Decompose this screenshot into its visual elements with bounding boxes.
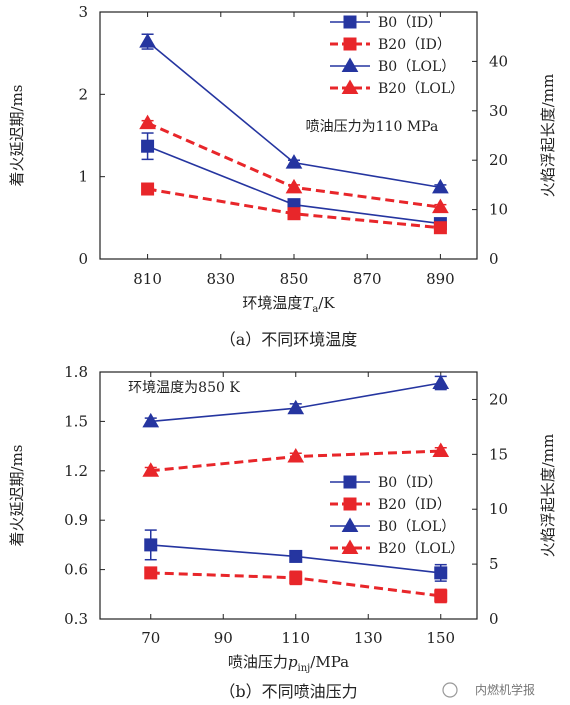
panel-caption: （b）不同喷油压力 [219,682,357,701]
legend-label: B20（ID） [378,497,451,513]
legend-label: B0（LOL） [378,519,455,535]
y2-tick-label: 30 [489,102,508,120]
legend-label: B20（LOL） [378,81,464,97]
y2-tick-label: 0 [489,250,499,268]
series-4 [139,114,449,214]
data-point [432,374,450,389]
y-axis-label: 着火延迟期/ms [8,445,26,547]
y-tick-label: 1.5 [64,412,88,430]
y2-tick-label: 15 [489,445,508,463]
y-tick-label: 1.8 [64,363,88,381]
data-point [142,412,160,428]
y-tick-label: 0.3 [64,610,88,628]
x-tick-label: 110 [281,629,310,647]
x-tick-label: 90 [214,629,233,647]
legend-marker [343,15,357,29]
series-3 [142,374,450,428]
data-point [432,178,449,194]
x-axis-label: 喷油压力pinj/MPa [228,653,349,674]
legend-label: B0（LOL） [378,59,455,75]
y2-axis-label: 火焰浮起长度/mm [539,74,557,198]
legend-label: B0（ID） [378,475,442,491]
wechat-icon [442,682,458,698]
series-4 [142,442,450,477]
y2-tick-label: 5 [489,555,499,573]
data-point [287,399,305,415]
legend-marker [343,37,357,51]
data-point [287,207,301,221]
data-point [287,448,305,463]
y-tick-label: 0.9 [64,511,88,529]
legend: B0（ID） B20（ID） B0（LOL） B20（LOL） [330,475,464,557]
legend-marker [341,539,359,554]
data-point [144,566,158,580]
data-point [139,114,156,130]
data-point [289,571,303,585]
chart-panel-b: 70 90 110 130 150 0.3 0.6 0.9 1.2 1.5 1.8 0 5 10 15 20 着… [8,363,557,701]
data-point [144,538,158,552]
data-point [289,549,303,563]
data-point [139,33,156,48]
y2-tick-label: 20 [489,390,508,408]
y2-tick-label: 10 [489,201,508,219]
x-tick-label: 810 [133,270,162,288]
x-tick-label: 870 [353,270,382,288]
y-tick-label: 3 [78,3,88,21]
data-point [142,462,160,477]
legend-marker [341,517,359,532]
y2-axis-label: 火焰浮起长度/mm [539,434,557,558]
y-tick-label: 1 [78,168,88,186]
y-tick-label: 0.6 [64,561,88,579]
x-tick-label: 130 [354,629,383,647]
x-tick-label: 70 [141,629,160,647]
x-axis-label: 环境温度Ta/K [242,294,335,315]
legend: B0（ID） B20（ID） B0（LOL） B20（LOL） [330,15,464,97]
panel-caption: （a）不同环境温度 [220,330,358,349]
legend-label: B20（LOL） [378,541,464,557]
legend-marker [343,475,357,489]
x-tick-label: 150 [426,629,455,647]
condition-annotation: 环境温度为850 K [128,380,240,396]
x-tick-label: 850 [280,270,309,288]
legend-marker [341,79,359,94]
watermark-text: 内燃机学报 [475,682,535,697]
data-point [433,221,447,235]
data-point [434,589,448,603]
y2-tick-label: 10 [489,500,508,518]
data-point [434,566,448,580]
legend-label: B20（ID） [378,37,451,53]
series-2 [144,566,448,604]
y2-tick-label: 40 [489,52,508,70]
plot-frame [99,371,478,620]
series-3 [139,33,449,194]
series-2 [141,182,447,235]
legend-marker [341,57,359,72]
y2-tick-label: 0 [489,610,499,628]
y-tick-label: 2 [78,85,88,103]
series-1 [144,529,448,582]
plot-frame [99,11,478,260]
data-point [285,154,303,169]
y2-tick-label: 20 [489,151,508,169]
y-axis-label: 着火延迟期/ms [8,85,26,187]
condition-annotation: 喷油压力为110 MPa [306,119,439,135]
legend-label: B0（ID） [378,15,442,31]
y-tick-label: 0 [78,250,88,268]
legend-marker [343,497,357,511]
data-point [141,139,155,153]
x-tick-label: 890 [426,270,455,288]
data-point [432,442,450,458]
y-tick-label: 1.2 [64,462,88,480]
data-point [432,198,449,214]
data-point [285,178,303,194]
x-tick-label: 830 [206,270,235,288]
data-point [141,182,155,196]
